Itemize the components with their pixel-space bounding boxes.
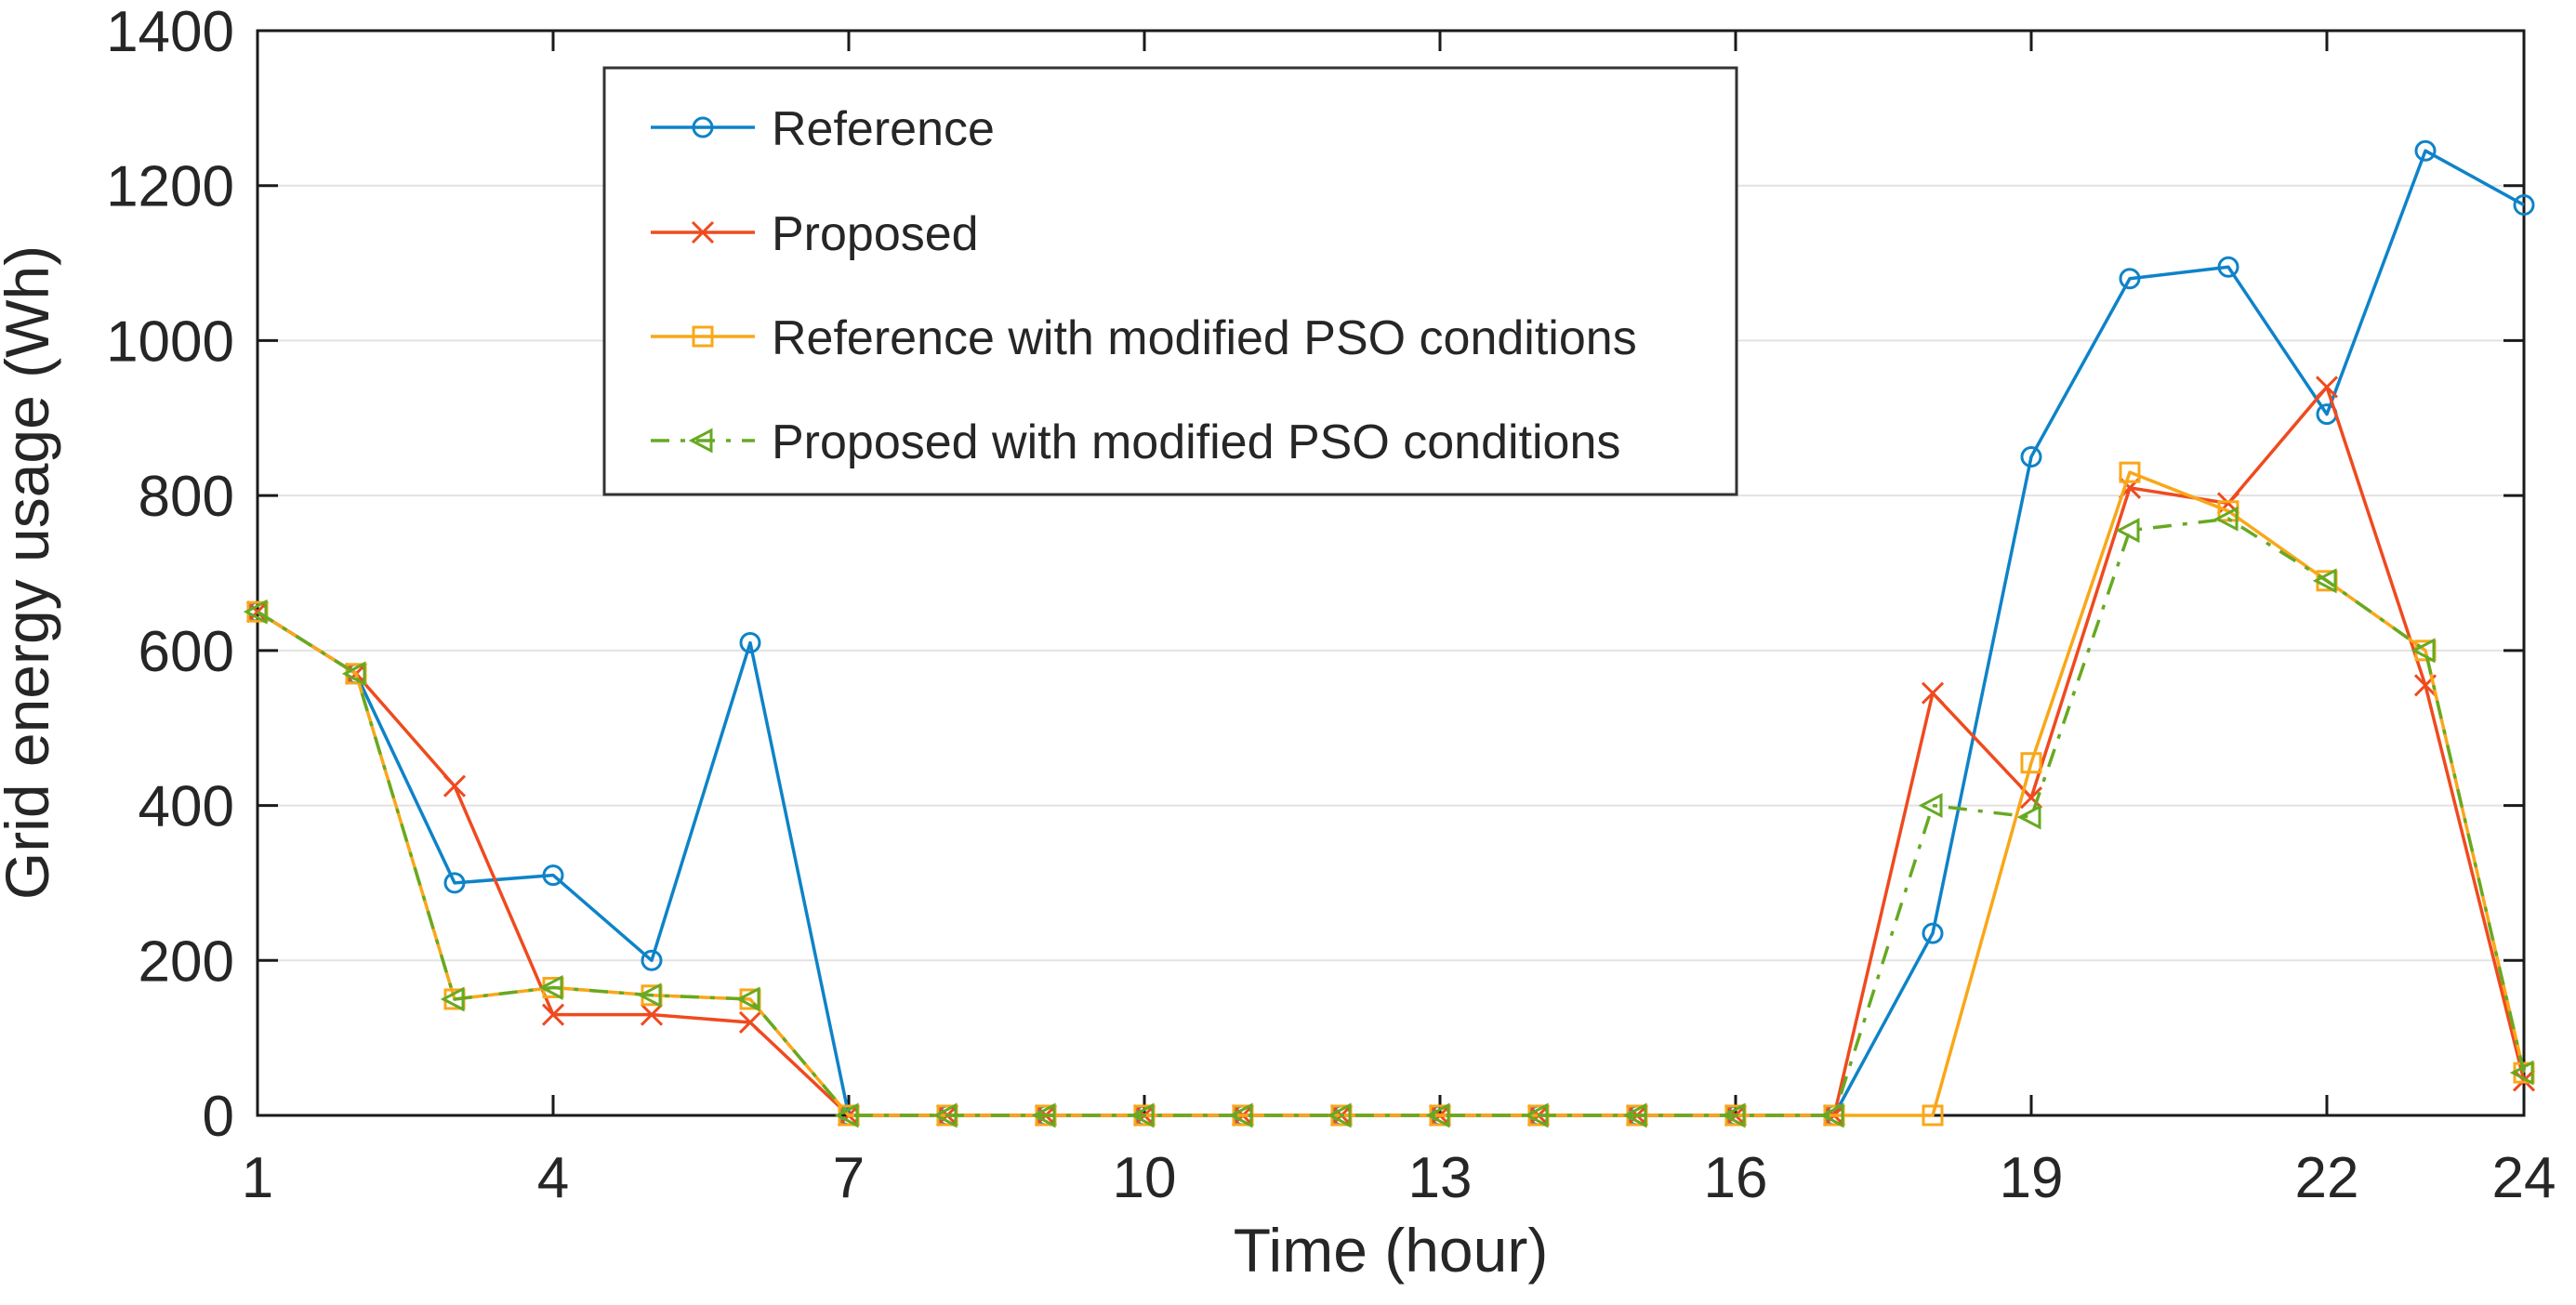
data-marker-x xyxy=(2315,376,2339,399)
legend-marker-circle xyxy=(692,116,714,138)
data-marker-triangle-left xyxy=(538,974,563,1000)
data-marker-triangle-left xyxy=(1327,1102,1352,1128)
x-tick-label-7: 7 xyxy=(833,1146,865,1210)
data-marker-x xyxy=(1921,681,1945,705)
data-marker-x xyxy=(2019,786,2043,810)
data-marker-triangle-left xyxy=(1129,1102,1155,1128)
data-marker-triangle-left xyxy=(834,1102,859,1128)
data-marker-x xyxy=(2512,1069,2536,1092)
data-marker-circle xyxy=(739,632,761,654)
data-marker-triangle-left xyxy=(243,599,268,625)
series-line-4 xyxy=(257,517,2526,1117)
data-marker-triangle-left xyxy=(1918,793,1943,819)
legend-entry-3: Reference with modified PSO conditions xyxy=(651,311,1637,365)
y-tick-label-1000: 1000 xyxy=(106,310,234,374)
x-tick-label-24: 24 xyxy=(2492,1146,2556,1210)
data-marker-triangle-left xyxy=(1031,1102,1056,1128)
data-marker-triangle-left xyxy=(1524,1102,1549,1128)
data-marker-square xyxy=(2119,461,2141,483)
y-tick-label-400: 400 xyxy=(139,775,234,839)
data-marker-triangle-left xyxy=(1425,1102,1450,1128)
legend-entry-2: Proposed xyxy=(651,207,979,261)
legend-entry-1: Reference xyxy=(651,102,995,156)
legend-marker-x xyxy=(691,220,715,244)
data-marker-x xyxy=(738,1010,762,1035)
x-tick-label-13: 13 xyxy=(1408,1146,1473,1210)
series-layer xyxy=(243,139,2536,1128)
data-marker-x xyxy=(443,774,467,798)
data-marker-circle xyxy=(1922,922,1944,944)
legend-entry-4: Proposed with modified PSO conditions xyxy=(651,415,1620,469)
data-marker-triangle-left xyxy=(2016,804,2041,830)
data-marker-triangle-left xyxy=(1819,1102,1844,1128)
data-marker-circle xyxy=(443,872,466,894)
legend-box xyxy=(602,66,1738,496)
data-marker-triangle-left xyxy=(735,986,760,1012)
y-tick-label-200: 200 xyxy=(139,929,234,994)
x-axis-label: Time (hour) xyxy=(1234,1216,1549,1285)
y-tick-label-800: 800 xyxy=(139,465,234,529)
data-marker-circle xyxy=(2414,139,2437,162)
x-tick-label-1: 1 xyxy=(242,1146,273,1210)
series-4 xyxy=(243,506,2534,1128)
legend-label: Proposed with modified PSO conditions xyxy=(772,415,1620,469)
tick-labels-layer: 1 4 7 10 13 16 19 22 24 0 200 400 600 800 1000 1200 1400 xyxy=(106,0,2556,1210)
data-marker-triangle-left xyxy=(440,986,465,1012)
data-marker-triangle-left xyxy=(341,661,366,687)
data-marker-triangle-left xyxy=(1622,1102,1647,1128)
data-marker-circle xyxy=(542,864,564,887)
x-tick-label-16: 16 xyxy=(1704,1146,1768,1210)
legend-layer: Reference Proposed Reference with modified… xyxy=(602,66,1738,496)
x-tick-label-19: 19 xyxy=(2000,1146,2064,1210)
y-tick-label-1400: 1400 xyxy=(106,0,234,64)
data-marker-triangle-left xyxy=(2509,1060,2534,1086)
data-marker-circle xyxy=(641,949,663,971)
legend-marker-square xyxy=(692,325,714,348)
data-marker-triangle-left xyxy=(2115,518,2140,544)
data-marker-triangle-left xyxy=(932,1102,958,1128)
series-line-3 xyxy=(257,470,2526,1117)
data-marker-triangle-left xyxy=(2411,638,2436,664)
legend-label: Reference xyxy=(772,102,995,156)
data-marker-triangle-left xyxy=(2213,506,2239,532)
legend-marker-triangle-left xyxy=(688,428,713,454)
data-marker-circle xyxy=(2020,445,2042,468)
legend-label: Reference with modified PSO conditions xyxy=(772,311,1637,365)
data-marker-triangle-left xyxy=(2312,568,2337,594)
x-tick-label-10: 10 xyxy=(1113,1146,1177,1210)
data-marker-triangle-left xyxy=(1721,1102,1746,1128)
data-marker-x xyxy=(2216,492,2240,515)
data-marker-triangle-left xyxy=(1228,1102,1253,1128)
x-tick-label-22: 22 xyxy=(2295,1146,2359,1210)
y-tick-label-1200: 1200 xyxy=(106,155,234,219)
x-tick-label-4: 4 xyxy=(537,1146,569,1210)
data-marker-square xyxy=(1922,1104,1944,1127)
data-marker-square xyxy=(2020,752,2042,774)
data-marker-circle xyxy=(2217,256,2239,278)
data-marker-x xyxy=(541,1003,565,1026)
data-marker-circle xyxy=(2513,194,2535,217)
data-marker-x xyxy=(640,1003,664,1026)
y-tick-label-600: 600 xyxy=(139,620,234,684)
data-marker-triangle-left xyxy=(637,982,662,1008)
y-axis-label: Grid energy usage (Wh) xyxy=(0,245,61,900)
series-3 xyxy=(246,461,2535,1127)
y-tick-label-0: 0 xyxy=(203,1085,234,1149)
legend-label: Proposed xyxy=(772,207,979,261)
data-marker-circle xyxy=(2119,268,2141,290)
